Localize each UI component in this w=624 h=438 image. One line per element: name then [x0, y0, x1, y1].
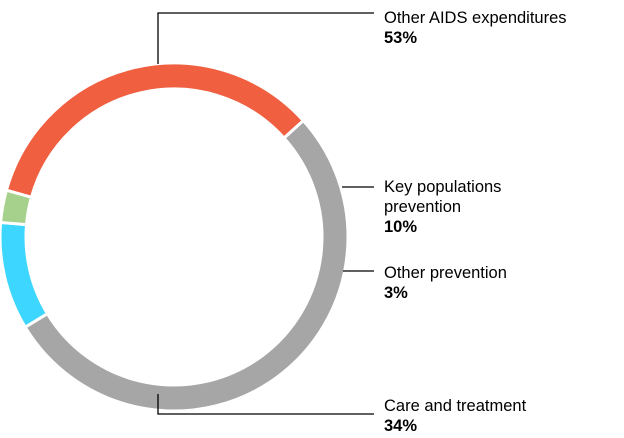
slice-other-aids-expenditures	[23, 118, 350, 413]
label-key-populations-prevention: Key populations prevention 10%	[384, 177, 501, 237]
slice-care-and-treatment	[4, 61, 306, 200]
slice-key-populations-prevention	[0, 220, 50, 330]
label-other-prevention-value: 3%	[384, 284, 408, 302]
label-care-and-treatment-name: Care and treatment	[384, 397, 527, 415]
slices-group	[0, 61, 350, 413]
label-other-aids-expenditures-name: Other AIDS expenditures	[384, 9, 567, 27]
label-care-and-treatment-value: 34%	[384, 417, 418, 435]
label-other-aids-expenditures-value: 53%	[384, 29, 418, 47]
leader-lines-group	[157, 12, 374, 415]
label-other-prevention: Other prevention 3%	[384, 263, 507, 303]
label-key-populations-prevention-value: 10%	[384, 218, 418, 236]
label-other-prevention-name: Other prevention	[384, 264, 507, 282]
label-care-and-treatment: Care and treatment 34%	[384, 396, 526, 436]
label-other-aids-expenditures: Other AIDS expenditures 53%	[384, 8, 567, 48]
leader-other-aids-expenditures	[157, 12, 374, 64]
leader-care-and-treatment	[157, 394, 374, 415]
label-key-populations-prevention-line2: prevention	[384, 198, 462, 216]
label-key-populations-prevention-line1: Key populations	[384, 178, 502, 196]
